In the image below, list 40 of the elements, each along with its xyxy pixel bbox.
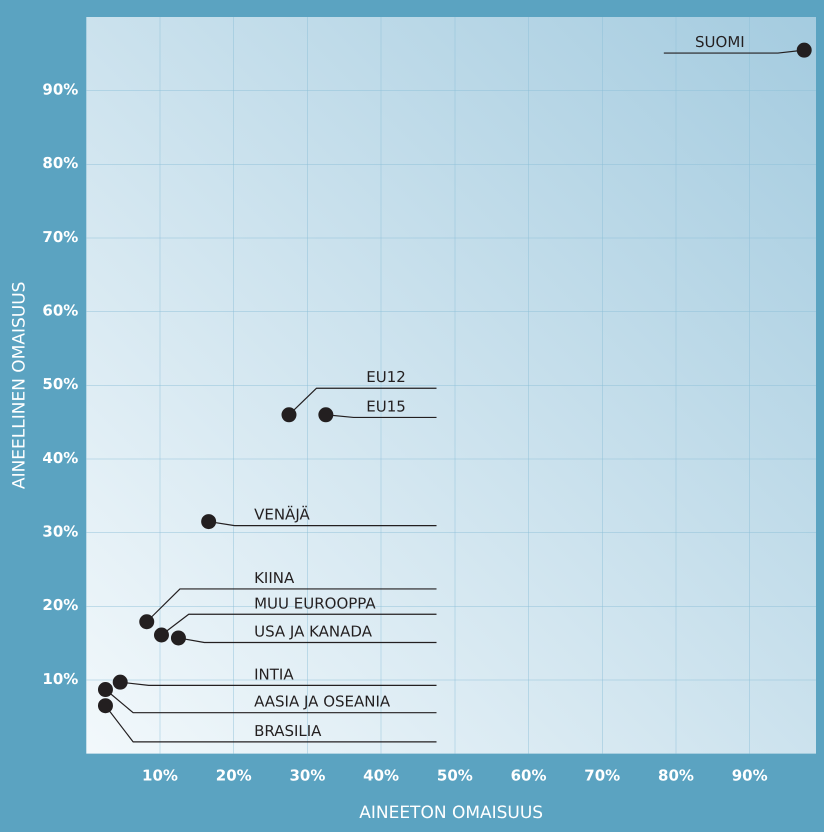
text: EU12 bbox=[366, 368, 406, 386]
y-tick-label: 30% bbox=[42, 522, 78, 541]
point bbox=[170, 630, 186, 646]
x-axis-title: AINEETON OMAISUUS bbox=[359, 803, 544, 824]
y-tick-label: 50% bbox=[42, 375, 78, 394]
y-tick-label: 90% bbox=[42, 80, 78, 99]
point bbox=[98, 698, 113, 714]
text: AASIA JA OSEANIA bbox=[254, 692, 391, 711]
point bbox=[796, 42, 812, 58]
point bbox=[154, 628, 169, 643]
x-tick-label: 40% bbox=[363, 766, 400, 784]
x-tick-label: 80% bbox=[658, 766, 694, 784]
y-tick-label: 70% bbox=[42, 228, 78, 246]
y-tick-label: 60% bbox=[42, 302, 78, 320]
y-axis-title: AINEELLINEN OMAISUUS bbox=[10, 282, 30, 490]
point bbox=[318, 407, 334, 422]
x-tick-label: 60% bbox=[510, 766, 546, 784]
y-tick-label: 80% bbox=[42, 154, 78, 172]
y-tick-label: 40% bbox=[42, 448, 78, 467]
text: USA JA KANADA bbox=[254, 622, 373, 641]
y-tick-label: 10% bbox=[42, 670, 78, 688]
x-tick-label: 30% bbox=[289, 766, 326, 784]
text: INTIA bbox=[254, 665, 294, 684]
point bbox=[281, 407, 296, 422]
text: VENÄJÄ bbox=[254, 506, 310, 524]
point bbox=[112, 674, 128, 690]
text: KIINA bbox=[254, 568, 295, 587]
x-tick-label: 10% bbox=[142, 766, 178, 784]
point bbox=[201, 514, 216, 530]
y-tick-label: 20% bbox=[42, 596, 78, 614]
text: MUU EUROOPPA bbox=[254, 594, 376, 612]
x-tick-label: 20% bbox=[216, 766, 252, 784]
x-tick-label: 90% bbox=[732, 766, 768, 784]
text: BRASILIA bbox=[254, 722, 322, 740]
x-tick-label: 50% bbox=[436, 766, 473, 784]
text: EU15 bbox=[366, 397, 406, 416]
point bbox=[98, 682, 113, 698]
x-tick-label: 70% bbox=[584, 766, 620, 784]
text: SUOMI bbox=[695, 33, 745, 52]
point bbox=[139, 614, 154, 630]
